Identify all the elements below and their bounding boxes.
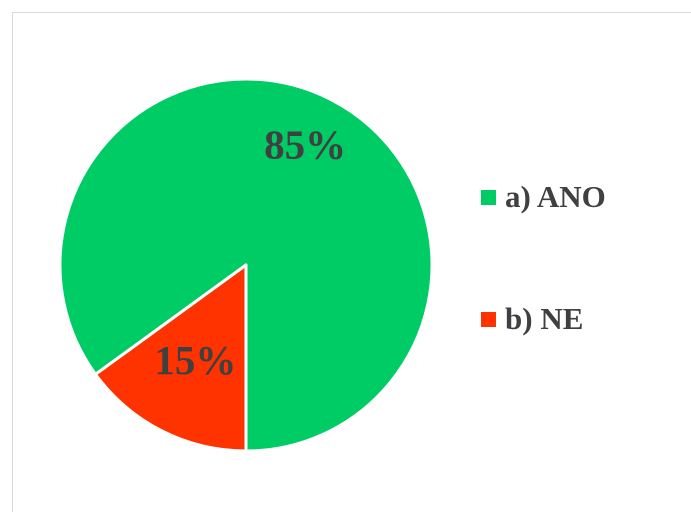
data-label-ne: 15% bbox=[154, 337, 236, 383]
pie-labels: 85% 15% bbox=[154, 121, 346, 382]
legend-swatch-ne bbox=[481, 311, 496, 327]
pie-slices bbox=[58, 77, 434, 453]
chart-frame: 85% 15% a) ANO b) NE bbox=[12, 12, 691, 512]
legend-item-ano: a) ANO bbox=[481, 179, 606, 215]
legend-label-ne: b) NE bbox=[505, 301, 584, 336]
legend-item-ne: b) NE bbox=[481, 301, 583, 337]
pie-chart: 85% 15% bbox=[58, 77, 434, 453]
legend-swatch-ano bbox=[481, 189, 496, 205]
legend-label-ano: a) ANO bbox=[505, 179, 606, 214]
pie-slice-ne bbox=[94, 263, 248, 453]
data-label-ano: 85% bbox=[264, 121, 346, 167]
